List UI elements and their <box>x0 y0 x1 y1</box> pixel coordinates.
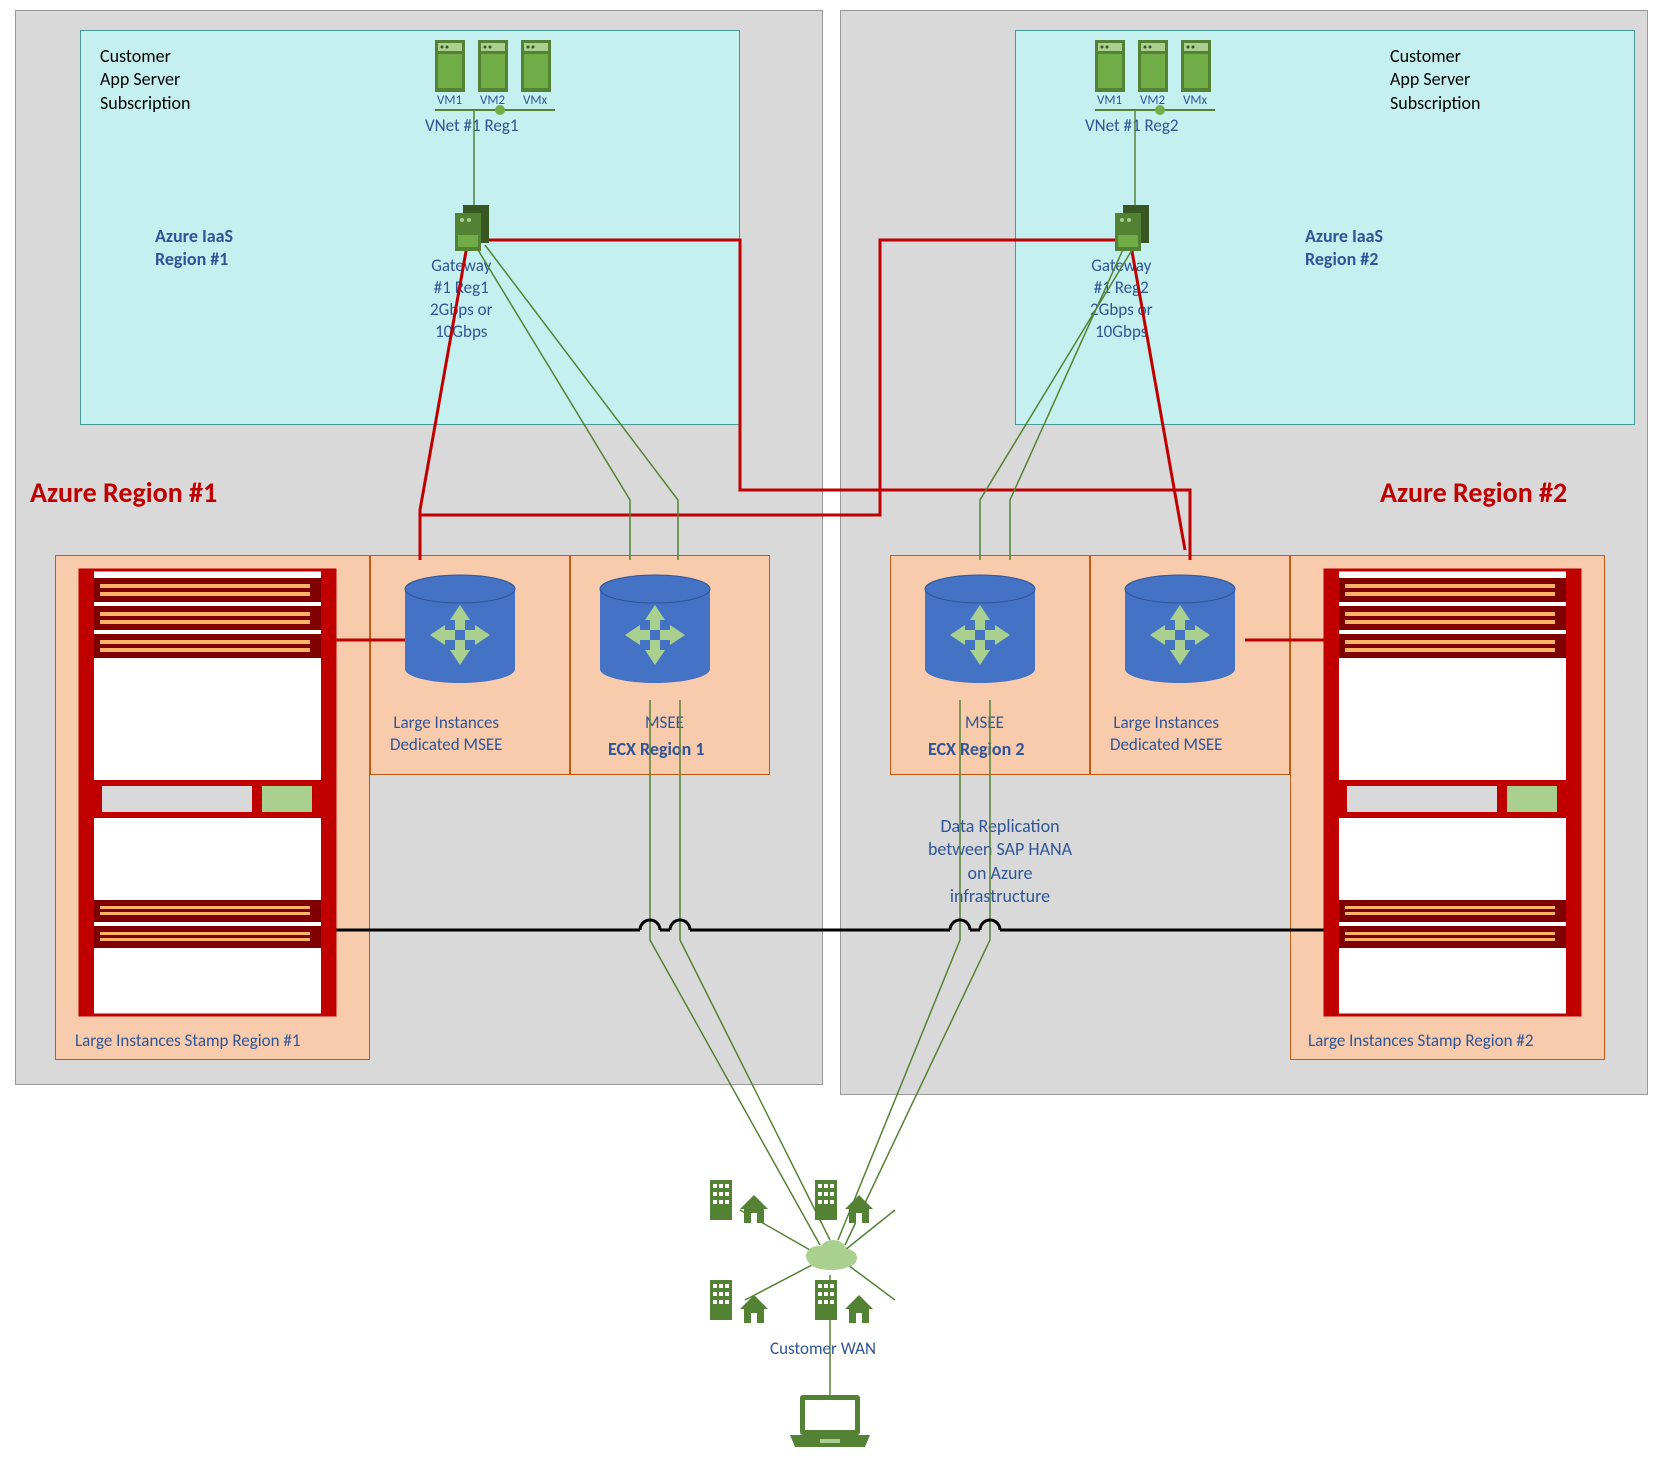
replication-label: Data Replication between SAP HANA on Azu… <box>840 815 1160 909</box>
li-stamp-region-1 <box>55 555 370 1060</box>
ecx-msee-label-r1: MSEE <box>645 712 684 734</box>
laptop-icon <box>790 1395 870 1447</box>
stamp-label-r2: Large Instances Stamp Region #2 <box>1308 1030 1533 1052</box>
customer-label-r1: Customer App Server Subscription <box>100 45 191 115</box>
customer-label-r2: Customer App Server Subscription <box>1390 45 1481 115</box>
building-tl-icon <box>710 1180 732 1220</box>
wan-cloud-icon <box>806 1240 857 1270</box>
iaas-label-r1: Azure IaaS Region #1 <box>155 225 233 272</box>
gateway-label-r1: Gateway #1 Reg1 2Gbps or 10Gbps <box>430 255 493 343</box>
iaas-label-r2: Azure IaaS Region #2 <box>1305 225 1383 272</box>
vnet-label-r2: VNet #1 Reg2 <box>1085 115 1178 137</box>
ecx-region-r2: ECX Region 2 <box>928 738 1024 761</box>
gateway-label-r2: Gateway #1 Reg2 2Gbps or 10Gbps <box>1090 255 1153 343</box>
building-bl-icon <box>710 1280 732 1320</box>
house-bl-icon <box>740 1295 768 1323</box>
building-br-icon <box>815 1280 837 1320</box>
vnet-label-r1: VNet #1 Reg1 <box>425 115 518 137</box>
house-tl-icon <box>740 1195 768 1223</box>
wan-label: Customer WAN <box>770 1338 876 1360</box>
li-msee-label-r2: Large Instances Dedicated MSEE <box>1110 712 1222 756</box>
stamp-label-r1: Large Instances Stamp Region #1 <box>75 1030 300 1052</box>
region-title-r2: Azure Region #2 <box>1380 475 1567 511</box>
li-msee-label-r1: Large Instances Dedicated MSEE <box>390 712 502 756</box>
house-br-icon <box>845 1295 873 1323</box>
ecx-msee-label-r2: MSEE <box>965 712 1004 734</box>
house-tr-icon <box>845 1195 873 1223</box>
li-stamp-region-2 <box>1290 555 1605 1060</box>
ecx-region-r1: ECX Region 1 <box>608 738 704 761</box>
building-tr-icon <box>815 1180 837 1220</box>
region-title-r1: Azure Region #1 <box>30 475 217 511</box>
